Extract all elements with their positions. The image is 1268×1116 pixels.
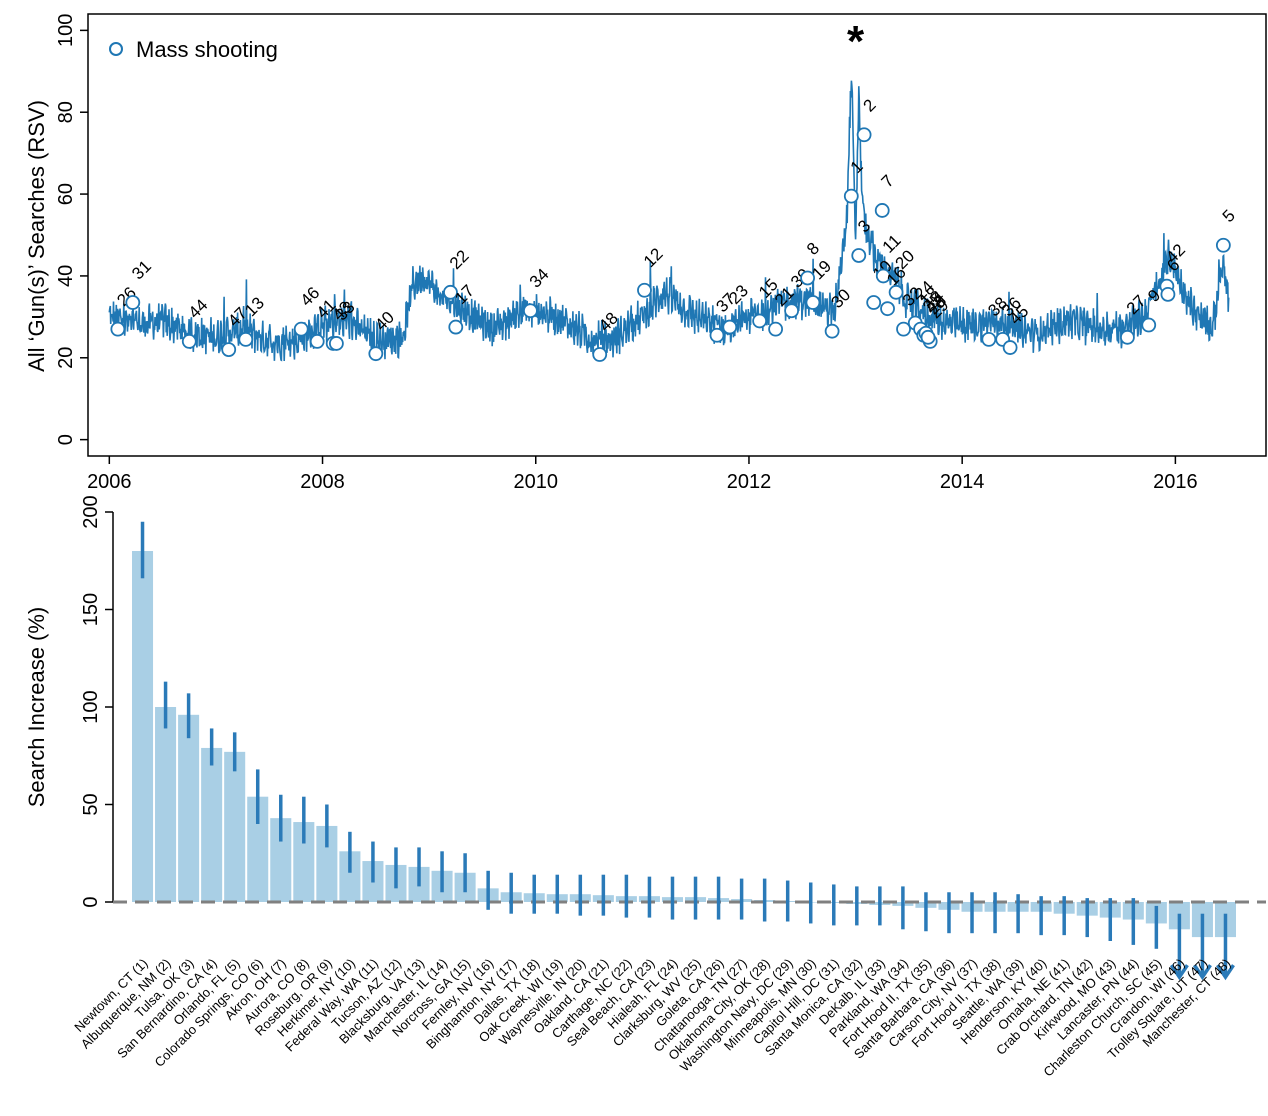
- event-marker: [843, 188, 859, 204]
- y-tick-label: 100: [55, 14, 77, 47]
- event-marker: [637, 282, 652, 298]
- event-marker: [851, 248, 867, 263]
- event-marker: [1215, 237, 1231, 253]
- y-tick-label: 40: [55, 265, 77, 287]
- event-marker: [221, 342, 237, 357]
- event-marker: [592, 347, 608, 362]
- event-marker: [709, 327, 725, 343]
- event-marker: [752, 313, 768, 329]
- event-marker: [1160, 286, 1176, 302]
- event-label: 7: [878, 171, 898, 191]
- event-marker: [368, 346, 384, 362]
- bar: [293, 822, 315, 902]
- event-marker: [866, 295, 882, 310]
- error-arrow-down: [1169, 964, 1189, 981]
- bar: [316, 825, 338, 902]
- y-tick-label: 50: [80, 793, 102, 815]
- event-marker: [874, 203, 890, 218]
- line-chart-frame: [87, 13, 1267, 457]
- y-tick-label: 60: [55, 183, 77, 205]
- peak-star-marker: *: [847, 17, 865, 66]
- event-marker: [293, 321, 309, 337]
- event-marker: [805, 295, 821, 310]
- bar: [224, 751, 246, 902]
- event-marker: [875, 268, 891, 284]
- event-label: 44: [185, 295, 212, 322]
- event-label: 5: [1219, 206, 1239, 226]
- x-tick-label: 2006: [87, 471, 132, 493]
- line-chart-y-axis: 0 20 40 60 80 100: [55, 14, 88, 445]
- event-marker: [1002, 340, 1018, 355]
- event-label: 8: [803, 239, 823, 259]
- bar: [339, 851, 361, 902]
- bar: [270, 818, 292, 902]
- bar-chart-bars: [132, 551, 1236, 938]
- legend-label: Mass shooting: [136, 37, 278, 62]
- bar-chart-panel: 0 50 100 150 200 Newtown, CT (1)Albuquerque,…: [24, 495, 1266, 1080]
- line-chart-panel: 2631444713464143334022173448123723152139…: [24, 13, 1267, 493]
- event-marker: [768, 321, 784, 337]
- bar: [155, 707, 177, 902]
- x-tick-label: 2010: [513, 471, 558, 493]
- event-marker: [328, 336, 344, 351]
- x-tick-label: 2016: [1153, 471, 1198, 493]
- x-tick-label: 2014: [940, 471, 985, 493]
- y-tick-label: 150: [80, 593, 102, 626]
- event-marker: [888, 284, 904, 300]
- event-marker: [800, 270, 815, 286]
- event-marker: [125, 295, 141, 310]
- error-arrow-down: [1216, 964, 1235, 981]
- event-marker: [896, 321, 911, 337]
- event-label: 34: [526, 265, 553, 292]
- event-label: 31: [128, 257, 155, 284]
- event-label: 40: [371, 308, 398, 335]
- event-marker: [784, 303, 800, 319]
- event-marker: [443, 284, 458, 300]
- event-marker: [880, 301, 895, 317]
- event-marker: [110, 321, 126, 337]
- event-marker: [181, 334, 197, 349]
- event-marker: [523, 303, 538, 319]
- legend: Mass shooting: [109, 37, 278, 62]
- bar-chart-y-axis: 0 50 100 150 200: [80, 495, 113, 908]
- x-tick-label: 2008: [300, 471, 345, 493]
- bar: [178, 714, 200, 902]
- line-chart-x-axis: 2006 2008 2010 2012 2014 2016: [87, 456, 1198, 493]
- event-label: 12: [640, 244, 667, 271]
- line-chart-y-label: All ‘Gun(s)’ Searches (RSV): [24, 100, 49, 372]
- event-marker: [238, 331, 254, 347]
- event-marker: [1141, 317, 1157, 333]
- event-marker: [309, 334, 325, 349]
- line-chart-series: [108, 80, 1230, 362]
- event-label: 22: [446, 246, 473, 273]
- event-marker: [1120, 329, 1135, 345]
- bar: [247, 796, 269, 902]
- y-tick-label: 100: [80, 690, 102, 723]
- rsv-series-line: [108, 80, 1230, 362]
- x-tick-label: 2012: [727, 471, 772, 493]
- bar-chart-category-labels: Newtown, CT (1)Albuquerque, NM (2)Tulsa,…: [71, 956, 1233, 1080]
- y-tick-label: 0: [55, 434, 77, 445]
- event-marker: [824, 323, 840, 339]
- bar-chart-error-bars: [140, 521, 1235, 981]
- event-marker: [981, 331, 997, 347]
- bar: [201, 747, 223, 902]
- event-marker: [448, 319, 464, 335]
- event-marker: [856, 127, 872, 143]
- legend-marker: [109, 42, 123, 56]
- y-tick-label: 0: [80, 896, 102, 907]
- event-marker: [920, 329, 936, 345]
- error-arrow-down: [1192, 964, 1212, 981]
- bar-chart-y-label: Search Increase (%): [24, 607, 49, 808]
- event-label: 2: [859, 95, 879, 115]
- y-tick-label: 20: [55, 347, 77, 369]
- y-tick-label: 80: [55, 101, 77, 123]
- y-tick-label: 200: [80, 495, 102, 528]
- bar: [132, 551, 154, 902]
- event-marker: [722, 319, 738, 335]
